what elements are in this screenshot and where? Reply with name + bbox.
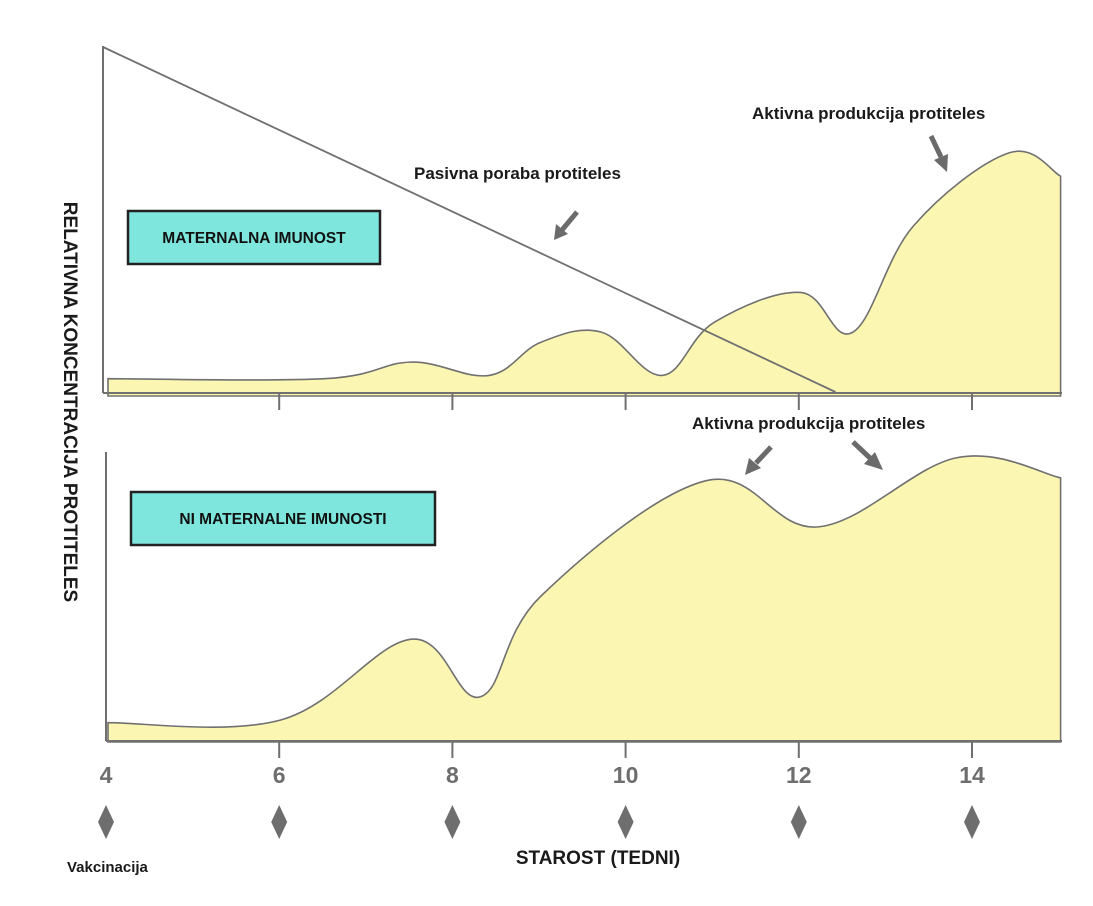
x-tick-label: 10	[613, 762, 639, 788]
panel-no-maternal: NI MATERNALNE IMUNOSTI Aktivna produkcij…	[105, 414, 1062, 758]
vaccination-diamond	[98, 805, 114, 839]
passive-arrowhead	[554, 224, 568, 240]
panel-maternal: MATERNALNA IMUNOST Pasivna poraba protit…	[102, 46, 1062, 410]
vaccination-diamond	[271, 805, 288, 839]
y-axis-label: RELATIVNA KONCENTRACIJA PROTITELES	[59, 202, 80, 602]
vaccination-diamond	[790, 805, 807, 839]
active-annotation-top: Aktivna produkcija protiteles	[752, 104, 985, 123]
vaccination-diamond	[617, 805, 634, 839]
active-arrow-top	[928, 134, 944, 159]
passive-annotation: Pasivna poraba protiteles	[414, 164, 621, 183]
active-arrowhead-bottom-right	[864, 452, 883, 470]
maternal-label: MATERNALNA IMUNOST	[162, 230, 346, 247]
x-axis-label: STAROST (TEDNI)	[516, 848, 680, 869]
x-tick-labels: 4 6 8 10 12 14	[100, 762, 985, 788]
no-maternal-active-area	[107, 455, 1062, 743]
vaccination-diamond	[964, 805, 980, 839]
passive-decay-line	[102, 46, 836, 393]
vaccination-diamond	[444, 805, 461, 839]
maternal-active-area	[107, 150, 1062, 397]
active-arrowhead-top	[934, 154, 948, 172]
vaccination-markers	[98, 805, 980, 839]
active-arrow-bottom-left	[754, 445, 773, 465]
x-tick-label: 4	[100, 762, 113, 788]
active-arrow-bottom-right	[851, 440, 872, 460]
passive-arrow	[560, 210, 579, 232]
active-annotation-bottom: Aktivna produkcija protiteles	[692, 414, 925, 433]
active-arrowhead-bottom-left	[745, 458, 761, 475]
x-tick-label: 8	[446, 762, 459, 788]
x-tick-label: 12	[786, 762, 812, 788]
x-tick-label: 14	[959, 762, 985, 788]
no-maternal-label-box	[129, 490, 437, 547]
maternal-label-box	[126, 209, 382, 266]
x-tick-label: 6	[273, 762, 286, 788]
no-maternal-label: NI MATERNALNE IMUNOSTI	[179, 511, 386, 528]
vaccination-label: Vakcinacija	[67, 859, 149, 876]
